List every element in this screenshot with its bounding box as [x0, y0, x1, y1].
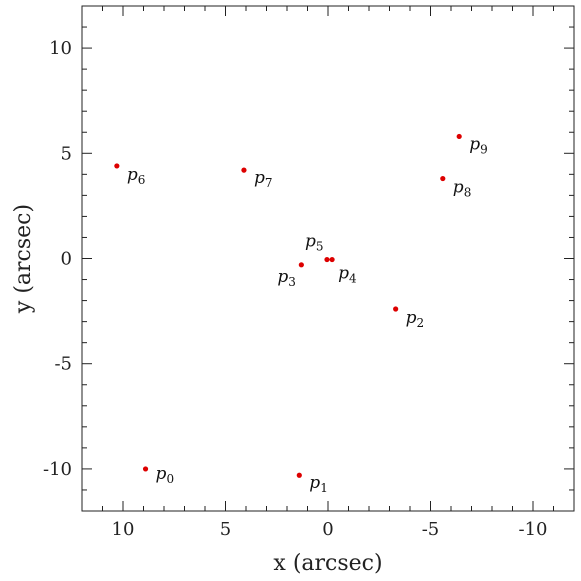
point-label-p7: p7 [254, 168, 273, 190]
x-tick-label: 10 [112, 519, 135, 540]
point-label-p3: p3 [277, 267, 296, 289]
y-axis-label: y (arcsec) [11, 204, 36, 314]
y-tick-label: -5 [54, 354, 72, 375]
point-labels: p0 p1 p2 p3 p4 p5 p6 p7 p8 p9 [127, 134, 488, 495]
data-point-p8 [440, 175, 446, 182]
data-point-p2 [393, 306, 399, 312]
data-point-p5 [324, 256, 330, 263]
data-point-p3 [298, 262, 304, 268]
tick-labels: 10 5 0 -5 -10 10 5 0 -5 -10 [43, 38, 548, 540]
x-axis-label: x (arcsec) [273, 551, 382, 576]
data-point-p7 [241, 167, 247, 173]
y-tick-label: 0 [61, 249, 72, 270]
point-label-p8: p8 [453, 178, 472, 200]
point-label-p6: p6 [127, 165, 146, 187]
data-point-p6 [114, 163, 120, 169]
y-tick-label: -10 [43, 459, 72, 480]
ticks [81, 5, 575, 512]
point-label-p2: p2 [406, 308, 425, 330]
y-tick-label: 5 [61, 143, 72, 164]
point-label-p4: p4 [338, 264, 357, 286]
point-label-p0: p0 [156, 464, 175, 486]
data-point-p4 [329, 256, 335, 263]
data-point-p1 [296, 472, 302, 478]
point-label-p1: p1 [309, 473, 328, 495]
x-tick-label: 0 [322, 519, 333, 540]
data-point-p9 [456, 133, 462, 140]
y-tick-label: 10 [49, 38, 72, 59]
x-tick-label: -5 [422, 519, 440, 540]
point-label-p9: p9 [469, 134, 488, 156]
x-tick-label: 5 [220, 519, 231, 540]
point-label-p5: p5 [305, 232, 324, 254]
data-point-p0 [142, 466, 149, 472]
data-points [114, 133, 462, 478]
x-tick-label: -10 [519, 519, 548, 540]
